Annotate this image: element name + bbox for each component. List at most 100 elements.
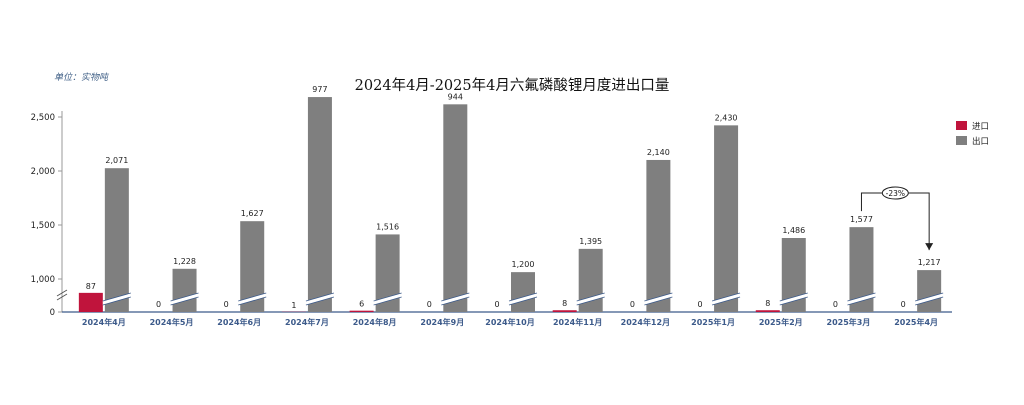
annotation-arrow-head: [925, 243, 934, 251]
data-label-import: 0: [630, 300, 635, 309]
x-tick-label: 2024年8月: [353, 317, 397, 327]
x-tick-label: 2024年11月: [553, 317, 602, 327]
bar-break-line: [779, 296, 808, 306]
x-tick-label: 2024年5月: [150, 317, 194, 327]
bar-break-line: [644, 292, 673, 302]
bar-import: [552, 310, 577, 312]
bar-break-line: [373, 292, 402, 302]
data-label-export: 1,486: [782, 226, 805, 235]
legend: 进口 出口: [956, 118, 989, 148]
legend-swatch-export: [956, 136, 967, 145]
x-tick-label: 2024年7月: [285, 317, 329, 327]
bar-break-line: [847, 296, 876, 306]
bar-break-line: [711, 296, 741, 306]
data-label-export: 1,516: [376, 222, 399, 231]
bar-break-line: [238, 296, 267, 306]
bar-break-gap: [915, 293, 944, 305]
bar-break-gap: [170, 293, 199, 305]
bar-break-gap: [644, 293, 673, 305]
legend-label-export: 出口: [972, 136, 990, 147]
bar-break-gap: [441, 293, 470, 305]
bar-break-line: [102, 292, 131, 302]
bar-export: [307, 97, 332, 312]
bar-import: [78, 292, 103, 312]
data-label-import: 0: [901, 300, 906, 309]
data-label-export: 1,627: [241, 209, 264, 218]
bar-break-line: [576, 296, 605, 306]
bar-break-line: [508, 292, 538, 302]
chart-title: 2024年4月-2025年4月六氟磷酸锂月度进出口量: [354, 78, 670, 94]
bar-break-line: [847, 292, 876, 302]
bar-break-line: [170, 292, 199, 302]
bar-export: [104, 168, 129, 312]
bar-break-line: [441, 292, 470, 302]
legend-item-import: 进口: [956, 118, 989, 133]
annotation-bubble: [881, 186, 909, 200]
x-tick-label: 2024年4月: [82, 317, 126, 327]
y-tick-label: 2,000: [31, 167, 55, 177]
data-label-import: 8: [765, 299, 770, 308]
bar-break-line: [711, 292, 741, 302]
x-tick-label: 2024年6月: [217, 317, 261, 327]
data-label-import: 87: [86, 282, 96, 291]
bar-break-line: [441, 296, 470, 306]
bar-break-gap: [305, 293, 334, 305]
x-tick-label: 2025年4月: [894, 317, 938, 327]
x-tick-label: 2024年12月: [621, 317, 670, 327]
x-tick-label: 2025年3月: [827, 317, 871, 327]
bar-break-gap: [509, 293, 537, 305]
y-tick-label: 1,500: [31, 221, 55, 231]
legend-swatch-import: [956, 121, 967, 130]
bar-break-gap: [779, 293, 808, 305]
legend-item-export: 出口: [956, 133, 989, 148]
y-tick-label: 0: [50, 308, 55, 318]
data-label-import: 0: [698, 300, 703, 309]
bar-break-line: [779, 292, 808, 302]
y-axis-break-mark: [56, 289, 68, 297]
bar-break-gap: [238, 293, 267, 305]
x-tick-label: 2025年2月: [759, 317, 803, 327]
data-label-import: 6: [359, 300, 364, 309]
x-tick-label: 2024年9月: [420, 317, 464, 327]
bar-break-line: [305, 296, 335, 306]
bar-break-gap: [373, 293, 402, 305]
data-label-import: 0: [833, 300, 838, 309]
annotation-label: -23%: [886, 189, 905, 198]
data-label-export: 1,577: [850, 215, 873, 224]
data-label-export: 944: [448, 92, 463, 101]
data-label-import: 0: [156, 300, 161, 309]
data-label-export: 2,071: [105, 156, 128, 165]
bar-break-line: [102, 296, 131, 306]
bar-break-line: [170, 296, 199, 306]
bar-break-line: [576, 292, 605, 302]
bar-break-line: [915, 292, 944, 302]
unit-label: 单位：实物吨: [54, 73, 109, 83]
data-label-export: 2,430: [715, 113, 738, 122]
bar-export: [443, 104, 468, 312]
data-label-import: 0: [427, 300, 432, 309]
bar-break-line: [373, 296, 402, 306]
bar-export: [511, 272, 535, 312]
bar-export: [646, 159, 671, 312]
data-label-import: 1: [291, 301, 296, 310]
y-axis-break-mark: [56, 293, 68, 301]
data-label-import: 0: [224, 300, 229, 309]
data-label-export: 1,217: [918, 258, 941, 267]
bar-import: [755, 310, 780, 312]
x-tick-label: 2025年1月: [691, 317, 735, 327]
data-label-export: 1,200: [512, 260, 535, 269]
bar-break-line: [915, 296, 944, 306]
bar-export: [714, 125, 739, 312]
data-label-import: 0: [494, 300, 499, 309]
x-tick-label: 2024年10月: [485, 317, 534, 327]
bar-break-gap: [712, 293, 741, 305]
bar-export: [917, 270, 942, 312]
data-label-export: 977: [312, 85, 327, 94]
bar-break-gap: [102, 293, 131, 305]
data-label-export: 1,228: [173, 257, 196, 266]
bar-break-line: [238, 292, 267, 302]
bar-break-line: [644, 296, 673, 306]
data-label-export: 1,395: [579, 237, 602, 246]
bar-break-line: [305, 292, 335, 302]
